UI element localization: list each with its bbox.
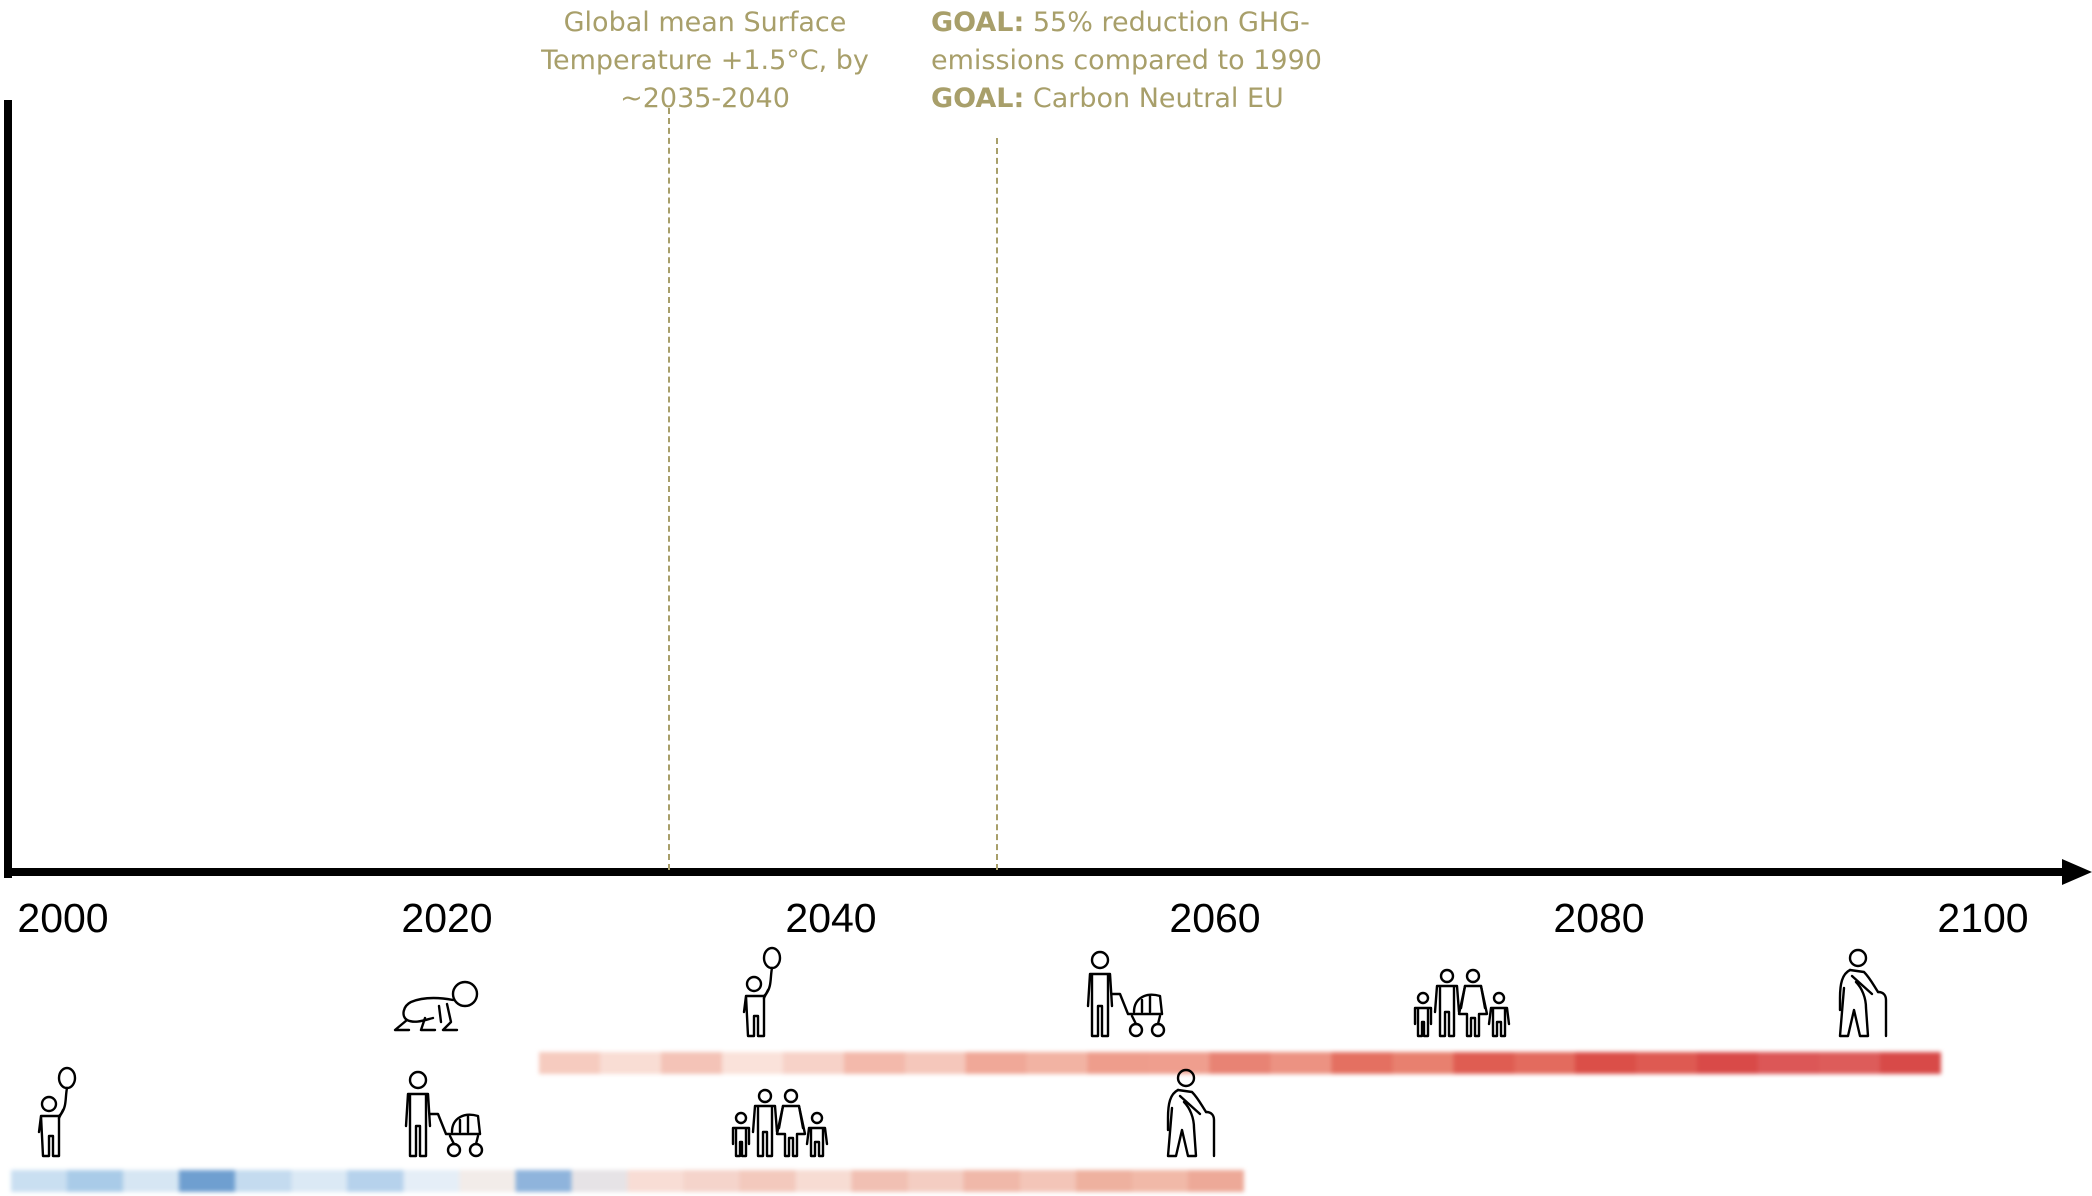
- annotation-1p5-degrees-text: Global mean Surface Temperature +1.5°C, …: [541, 7, 869, 114]
- warming-stripes-bar: [11, 1170, 1244, 1192]
- goal-label: GOAL:: [931, 83, 1025, 114]
- warming-stripes-bar: [539, 1052, 1941, 1074]
- goal-carbon-neutral: GOAL: Carbon Neutral EU: [931, 80, 1371, 118]
- elderly-person-with-cane-icon: [1832, 948, 1896, 1042]
- parent-with-stroller-icon: [1082, 950, 1168, 1042]
- annotation-1p5-degrees: Global mean Surface Temperature +1.5°C, …: [540, 4, 870, 118]
- y-axis: [4, 100, 12, 878]
- child-with-balloon-icon: [31, 1066, 79, 1162]
- x-axis-arrow-icon: [2062, 859, 2092, 885]
- child-with-balloon-icon: [736, 946, 784, 1042]
- x-tick-label-2000: 2000: [17, 895, 109, 941]
- x-axis: [4, 868, 2064, 876]
- family-icon: [727, 1088, 831, 1162]
- annotation-eu-goals: GOAL: 55% reduction GHG-emissions compar…: [931, 4, 1371, 118]
- annotation-line-eu-goals: [995, 138, 998, 870]
- goal-text: 55% reduction GHG-emissions compared to …: [931, 7, 1322, 76]
- parent-with-stroller-icon: [400, 1070, 486, 1162]
- goal-text: Carbon Neutral EU: [1024, 83, 1284, 114]
- x-tick-label-2040: 2040: [785, 895, 877, 941]
- crawling-baby-icon: [385, 976, 481, 1042]
- x-tick-label-2100: 2100: [1937, 895, 2029, 941]
- goal-55-percent: GOAL: 55% reduction GHG-emissions compar…: [931, 4, 1371, 80]
- x-tick-label-2020: 2020: [401, 895, 493, 941]
- x-tick-label-2080: 2080: [1553, 895, 1645, 941]
- annotation-line-1p5-degrees: [667, 108, 670, 870]
- elderly-person-with-cane-icon: [1160, 1068, 1224, 1162]
- family-icon: [1409, 968, 1513, 1042]
- x-tick-label-2060: 2060: [1169, 895, 1261, 941]
- goal-label: GOAL:: [931, 7, 1025, 38]
